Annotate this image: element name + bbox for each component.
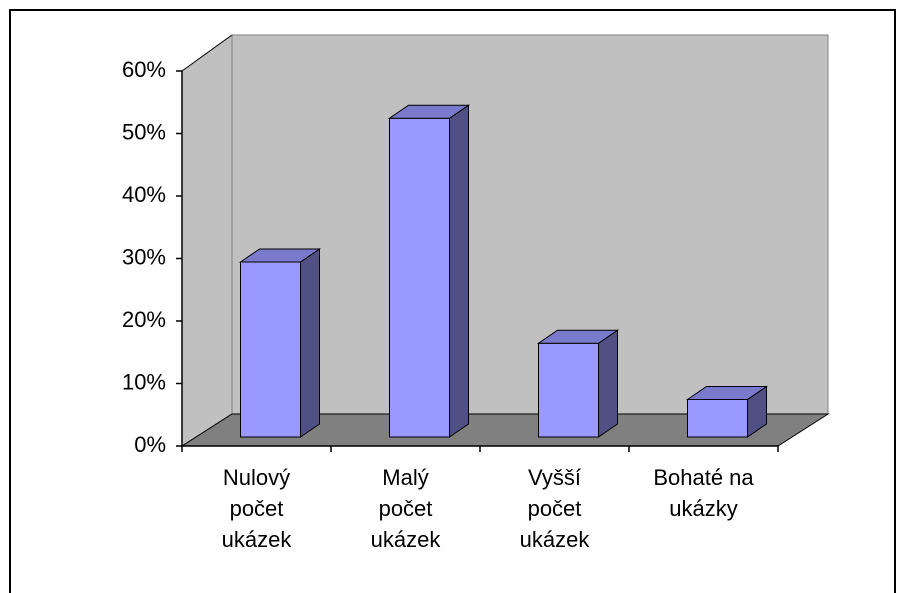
- chart-border: [9, 9, 896, 593]
- back-wall: [231, 34, 829, 415]
- bar-top: [536, 329, 620, 344]
- bar-top: [685, 386, 769, 400]
- bar-front: [240, 261, 301, 438]
- y-tick-label: 0%: [134, 432, 166, 457]
- bar-top: [238, 248, 322, 263]
- bar-top: [387, 104, 471, 119]
- y-tick-label: 30%: [122, 244, 166, 269]
- bar: [238, 248, 322, 438]
- bar-front: [687, 399, 748, 438]
- y-tick-label: 10%: [122, 369, 166, 394]
- bar-side: [598, 329, 618, 438]
- side-wall: [181, 34, 233, 447]
- bar: [685, 385, 769, 438]
- bar: [536, 329, 620, 438]
- y-tick-label: 60%: [122, 57, 166, 82]
- y-tick-label: 20%: [122, 307, 166, 332]
- bar: [387, 104, 471, 438]
- bar-front: [538, 342, 599, 438]
- x-tick-label: Malý počet ukázek: [370, 465, 441, 552]
- y-tick-label: 40%: [122, 182, 166, 207]
- x-tick-label: Nulový počet ukázek: [221, 465, 292, 552]
- bar-front: [389, 117, 450, 438]
- bar-side: [300, 248, 320, 438]
- x-tick-label: Vyšší počet ukázek: [519, 465, 590, 552]
- bar-side: [449, 104, 469, 438]
- y-tick-label: 50%: [122, 119, 166, 144]
- x-tick-label: Bohaté na ukázky: [653, 465, 754, 521]
